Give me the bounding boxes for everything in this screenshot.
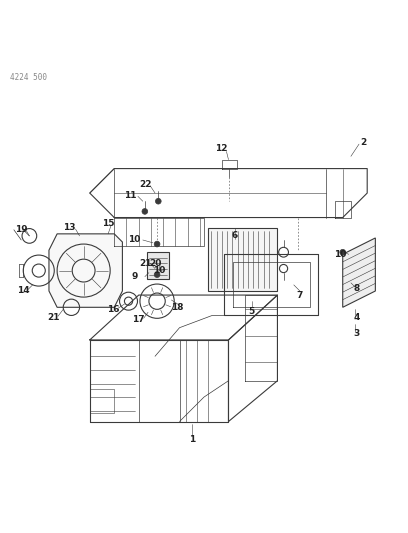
Circle shape [155, 198, 161, 204]
Circle shape [154, 272, 160, 278]
Text: 10: 10 [153, 266, 165, 275]
Text: 22: 22 [140, 180, 152, 189]
Text: 7: 7 [297, 290, 303, 300]
Text: 20: 20 [150, 259, 162, 268]
Circle shape [154, 241, 160, 247]
Polygon shape [49, 234, 122, 308]
Text: 21: 21 [139, 259, 151, 268]
Text: 3: 3 [354, 329, 360, 338]
Text: 5: 5 [248, 307, 255, 316]
Text: 16: 16 [107, 305, 120, 314]
Text: 17: 17 [133, 315, 145, 324]
Bar [147, 252, 169, 279]
Text: 2: 2 [360, 138, 366, 147]
Circle shape [142, 208, 148, 214]
Circle shape [340, 249, 346, 255]
Text: 15: 15 [102, 219, 114, 228]
Text: 10: 10 [129, 236, 141, 245]
Polygon shape [343, 238, 375, 308]
Text: 11: 11 [124, 191, 137, 199]
Text: 4224 500: 4224 500 [10, 72, 47, 82]
Text: 19: 19 [15, 225, 27, 235]
Text: 14: 14 [18, 286, 30, 295]
Text: 10: 10 [335, 250, 347, 259]
Text: 8: 8 [354, 285, 360, 294]
Bar [208, 228, 277, 291]
Text: 1: 1 [188, 435, 195, 445]
Text: 12: 12 [215, 144, 227, 152]
Text: 18: 18 [171, 303, 184, 312]
Text: 21: 21 [47, 313, 59, 322]
Text: 4: 4 [354, 313, 360, 322]
Text: 9: 9 [131, 272, 138, 281]
Text: 6: 6 [231, 231, 238, 240]
Text: 13: 13 [63, 223, 75, 232]
